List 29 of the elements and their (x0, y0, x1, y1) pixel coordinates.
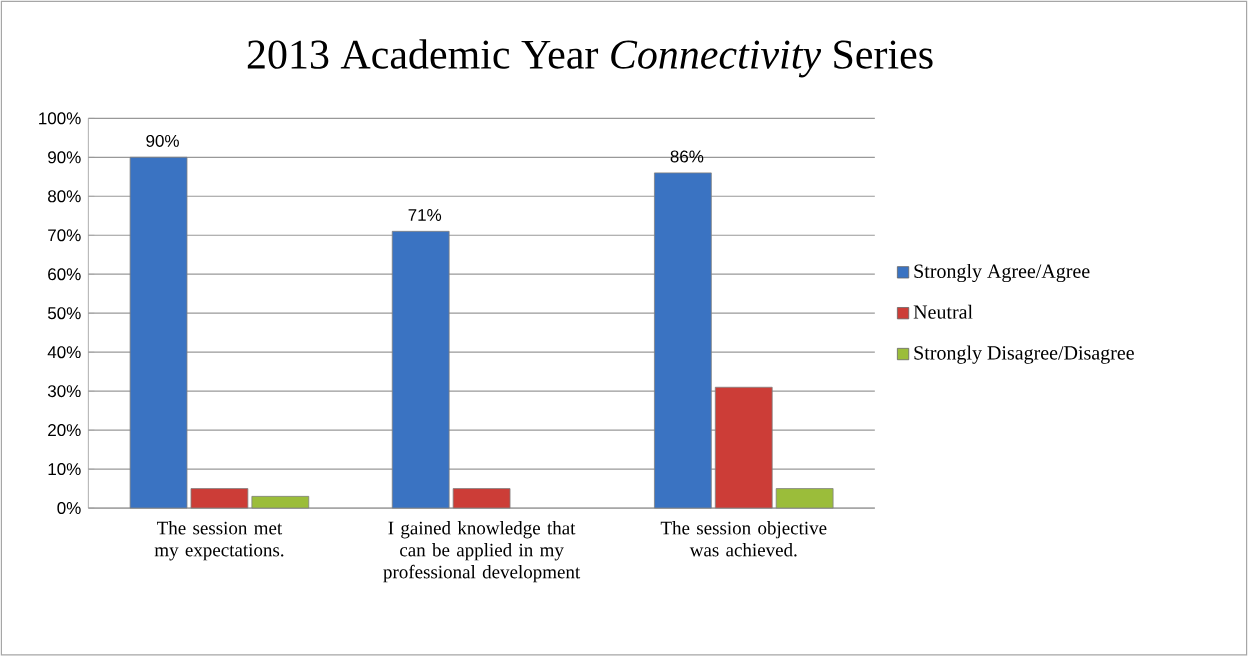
y-tick-label: 50% (47, 307, 81, 320)
y-tick-label: 70% (48, 229, 81, 242)
y-tick-label: 60% (48, 268, 81, 281)
y-tick-label: 30% (47, 384, 81, 397)
data-label: 86% (670, 150, 704, 163)
y-tick-label: 20% (48, 423, 81, 436)
y-tick-label: 100% (39, 112, 81, 125)
legend-label: Neutral (913, 304, 973, 319)
data-label: 71% (408, 208, 442, 221)
bar (452, 488, 511, 509)
legend-label: Strongly Disagree/Disagree (914, 345, 1134, 364)
y-tick-label: 40% (47, 345, 81, 358)
data-label: 90% (146, 134, 179, 147)
x-tick-label: The session objective was achieved. (660, 520, 827, 557)
bar (391, 230, 450, 509)
bar (654, 172, 712, 509)
bar (129, 156, 188, 509)
x-tick-label: The session met my expectations. (154, 520, 284, 561)
legend-label: Strongly Agree/Agree (914, 263, 1090, 282)
bar (190, 488, 249, 509)
x-tick-label: I gained knowledge that can be applied in my professional development (383, 520, 581, 583)
bar (251, 495, 310, 509)
y-tick-label: 0% (57, 501, 81, 514)
y-tick-label: 10% (48, 462, 81, 475)
bar (775, 488, 834, 509)
bar (714, 386, 773, 509)
y-tick-label: 80% (48, 190, 81, 203)
y-tick-label: 90% (48, 151, 81, 164)
chart-title: 2013 Academic Year Connectivity Series (247, 39, 933, 78)
